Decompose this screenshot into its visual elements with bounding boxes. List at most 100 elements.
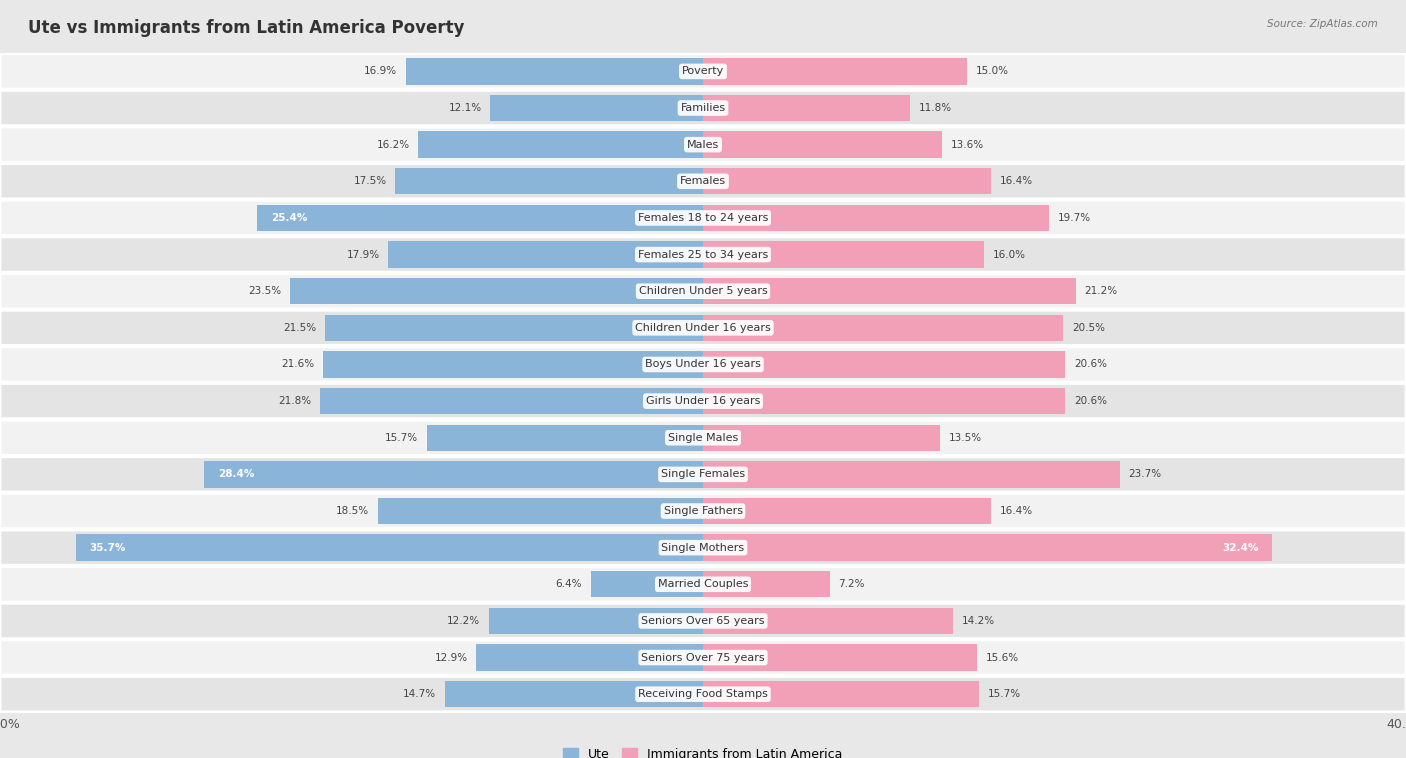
FancyBboxPatch shape <box>0 200 1406 236</box>
FancyBboxPatch shape <box>0 420 1406 456</box>
Bar <box>703 608 953 634</box>
FancyBboxPatch shape <box>0 530 1406 565</box>
Text: 25.4%: 25.4% <box>271 213 307 223</box>
Bar <box>703 534 1272 561</box>
Text: 20.6%: 20.6% <box>1074 359 1107 369</box>
Bar <box>444 681 703 707</box>
Bar <box>204 461 703 487</box>
Text: 14.2%: 14.2% <box>962 616 994 626</box>
Bar <box>703 644 977 671</box>
Bar <box>703 58 967 85</box>
FancyBboxPatch shape <box>0 164 1406 199</box>
Text: 16.4%: 16.4% <box>1000 506 1033 516</box>
Text: 17.9%: 17.9% <box>346 249 380 259</box>
Text: 17.5%: 17.5% <box>353 177 387 186</box>
Text: 19.7%: 19.7% <box>1057 213 1091 223</box>
Text: Source: ZipAtlas.com: Source: ZipAtlas.com <box>1267 19 1378 29</box>
FancyBboxPatch shape <box>0 127 1406 162</box>
FancyBboxPatch shape <box>0 457 1406 492</box>
Bar <box>703 388 1066 415</box>
Bar <box>703 498 991 525</box>
Text: 12.1%: 12.1% <box>449 103 481 113</box>
Text: 15.7%: 15.7% <box>987 689 1021 699</box>
Bar <box>378 498 703 525</box>
FancyBboxPatch shape <box>0 310 1406 346</box>
Bar <box>703 168 991 195</box>
Text: 16.9%: 16.9% <box>364 67 398 77</box>
Text: Females 25 to 34 years: Females 25 to 34 years <box>638 249 768 259</box>
Text: Girls Under 16 years: Girls Under 16 years <box>645 396 761 406</box>
Text: 16.0%: 16.0% <box>993 249 1026 259</box>
Bar <box>703 571 830 597</box>
Text: Boys Under 16 years: Boys Under 16 years <box>645 359 761 369</box>
FancyBboxPatch shape <box>0 567 1406 602</box>
Text: Single Fathers: Single Fathers <box>664 506 742 516</box>
Bar <box>703 424 941 451</box>
Text: 15.7%: 15.7% <box>385 433 419 443</box>
FancyBboxPatch shape <box>0 90 1406 126</box>
Text: Families: Families <box>681 103 725 113</box>
FancyBboxPatch shape <box>0 237 1406 272</box>
Bar <box>406 58 703 85</box>
Bar <box>703 205 1049 231</box>
Text: Receiving Food Stamps: Receiving Food Stamps <box>638 689 768 699</box>
Text: 13.5%: 13.5% <box>949 433 983 443</box>
Text: 18.5%: 18.5% <box>336 506 368 516</box>
Text: 23.7%: 23.7% <box>1129 469 1161 479</box>
Text: 35.7%: 35.7% <box>90 543 127 553</box>
Text: Females 18 to 24 years: Females 18 to 24 years <box>638 213 768 223</box>
Bar <box>703 681 979 707</box>
Text: Males: Males <box>688 139 718 149</box>
Bar <box>325 315 703 341</box>
Bar <box>321 388 703 415</box>
Text: Married Couples: Married Couples <box>658 579 748 589</box>
Text: 14.7%: 14.7% <box>402 689 436 699</box>
Bar <box>703 315 1063 341</box>
Bar <box>290 278 703 305</box>
Text: Single Mothers: Single Mothers <box>661 543 745 553</box>
Text: 20.5%: 20.5% <box>1073 323 1105 333</box>
Text: Seniors Over 75 years: Seniors Over 75 years <box>641 653 765 662</box>
FancyBboxPatch shape <box>0 347 1406 382</box>
Text: 16.4%: 16.4% <box>1000 177 1033 186</box>
Text: 20.6%: 20.6% <box>1074 396 1107 406</box>
Bar <box>419 131 703 158</box>
Text: 16.2%: 16.2% <box>377 139 409 149</box>
FancyBboxPatch shape <box>0 603 1406 638</box>
Text: 21.8%: 21.8% <box>278 396 311 406</box>
FancyBboxPatch shape <box>0 493 1406 528</box>
Text: 15.6%: 15.6% <box>986 653 1019 662</box>
Text: Females: Females <box>681 177 725 186</box>
Bar <box>491 95 703 121</box>
Text: 15.0%: 15.0% <box>976 67 1008 77</box>
Bar <box>388 241 703 268</box>
Text: 21.5%: 21.5% <box>283 323 316 333</box>
FancyBboxPatch shape <box>0 677 1406 712</box>
Bar <box>591 571 703 597</box>
Bar <box>257 205 703 231</box>
Text: Children Under 5 years: Children Under 5 years <box>638 287 768 296</box>
Text: 32.4%: 32.4% <box>1222 543 1258 553</box>
Text: 13.6%: 13.6% <box>950 139 984 149</box>
Bar <box>703 131 942 158</box>
Text: 21.2%: 21.2% <box>1084 287 1118 296</box>
Text: Single Males: Single Males <box>668 433 738 443</box>
FancyBboxPatch shape <box>0 640 1406 675</box>
Text: 6.4%: 6.4% <box>555 579 582 589</box>
Text: 28.4%: 28.4% <box>218 469 254 479</box>
Bar <box>395 168 703 195</box>
Text: Poverty: Poverty <box>682 67 724 77</box>
Bar <box>703 461 1119 487</box>
Bar <box>489 608 703 634</box>
Text: Seniors Over 65 years: Seniors Over 65 years <box>641 616 765 626</box>
Bar <box>703 351 1066 377</box>
FancyBboxPatch shape <box>0 384 1406 418</box>
Text: Ute vs Immigrants from Latin America Poverty: Ute vs Immigrants from Latin America Pov… <box>28 19 464 37</box>
FancyBboxPatch shape <box>0 274 1406 309</box>
Bar <box>427 424 703 451</box>
Bar <box>703 278 1076 305</box>
Bar <box>76 534 703 561</box>
Text: 7.2%: 7.2% <box>838 579 865 589</box>
Legend: Ute, Immigrants from Latin America: Ute, Immigrants from Latin America <box>558 743 848 758</box>
Bar <box>477 644 703 671</box>
